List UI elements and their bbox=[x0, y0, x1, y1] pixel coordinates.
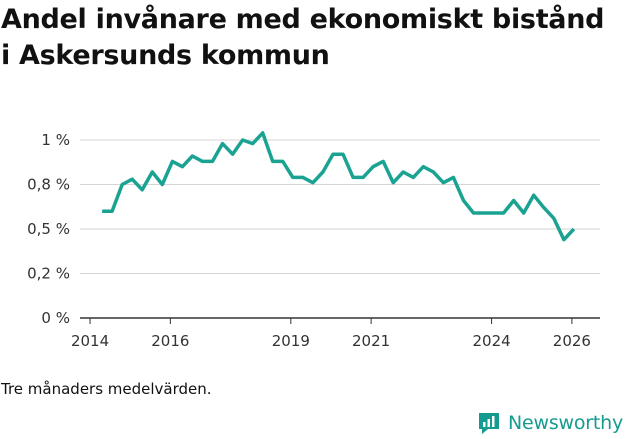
y-tick-label: 0,2 % bbox=[27, 265, 70, 283]
data-point bbox=[271, 160, 274, 163]
data-point bbox=[462, 199, 465, 202]
x-tick-label: 2019 bbox=[272, 332, 310, 350]
gridlines bbox=[80, 139, 600, 319]
data-point bbox=[151, 171, 154, 174]
x-tick-label: 2021 bbox=[352, 332, 390, 350]
footnote: Tre månaders medelvärden. bbox=[1, 380, 212, 398]
data-point bbox=[382, 160, 385, 163]
data-point bbox=[562, 238, 565, 241]
data-point bbox=[392, 181, 395, 184]
data-point bbox=[572, 228, 575, 231]
data-point bbox=[101, 210, 104, 213]
y-tick-label: 1 % bbox=[41, 131, 70, 149]
x-tick-label: 2024 bbox=[472, 332, 510, 350]
data-point bbox=[161, 183, 164, 186]
data-point bbox=[422, 165, 425, 168]
series-group bbox=[101, 131, 576, 242]
data-point bbox=[231, 153, 234, 156]
data-point bbox=[522, 211, 525, 214]
data-point bbox=[181, 165, 184, 168]
data-point bbox=[201, 160, 204, 163]
data-point bbox=[532, 194, 535, 197]
y-tick-label: 0,8 % bbox=[27, 176, 70, 194]
data-point bbox=[301, 176, 304, 179]
data-point bbox=[492, 211, 495, 214]
data-point bbox=[412, 176, 415, 179]
x-tick-label: 2016 bbox=[151, 332, 189, 350]
data-point bbox=[362, 176, 365, 179]
data-point bbox=[372, 165, 375, 168]
data-point bbox=[191, 155, 194, 158]
newsworthy-logo-icon bbox=[479, 413, 499, 434]
data-point bbox=[311, 181, 314, 184]
data-point bbox=[482, 211, 485, 214]
data-point bbox=[131, 178, 134, 181]
data-point bbox=[542, 206, 545, 209]
data-point bbox=[502, 211, 505, 214]
brand-logo[interactable]: Newsworthy bbox=[476, 407, 623, 439]
data-point bbox=[342, 153, 345, 156]
data-point bbox=[442, 181, 445, 184]
brand-name: Newsworthy bbox=[508, 412, 624, 434]
data-point bbox=[121, 183, 124, 186]
data-point bbox=[241, 139, 244, 142]
x-tick-label: 2026 bbox=[553, 332, 591, 350]
data-point bbox=[472, 211, 475, 214]
data-point bbox=[452, 176, 455, 179]
data-point bbox=[111, 210, 114, 213]
y-tick-label: 0 % bbox=[41, 309, 70, 327]
data-point bbox=[331, 153, 334, 156]
data-point bbox=[261, 131, 264, 134]
data-point bbox=[291, 176, 294, 179]
data-point bbox=[512, 199, 515, 202]
data-point bbox=[141, 188, 144, 191]
x-tick-label: 2014 bbox=[71, 332, 109, 350]
chart-title: Andel invånare med ekonomiskt bistånd i … bbox=[1, 4, 605, 71]
y-axis-ticks: 0 % 0,2 % 0,5 % 0,8 % 1 % bbox=[27, 131, 70, 327]
x-axis: 2014 2016 2019 2021 2024 2026 bbox=[71, 318, 591, 350]
data-point bbox=[221, 142, 224, 145]
data-point bbox=[402, 171, 405, 174]
series-line-0 bbox=[102, 131, 576, 242]
data-point bbox=[321, 171, 324, 174]
data-point bbox=[552, 217, 555, 220]
data-point bbox=[171, 160, 174, 163]
data-point bbox=[211, 160, 214, 163]
data-point bbox=[251, 142, 254, 145]
data-point bbox=[281, 160, 284, 163]
data-point bbox=[432, 171, 435, 174]
data-point bbox=[352, 176, 355, 179]
y-tick-label: 0,5 % bbox=[27, 220, 70, 238]
